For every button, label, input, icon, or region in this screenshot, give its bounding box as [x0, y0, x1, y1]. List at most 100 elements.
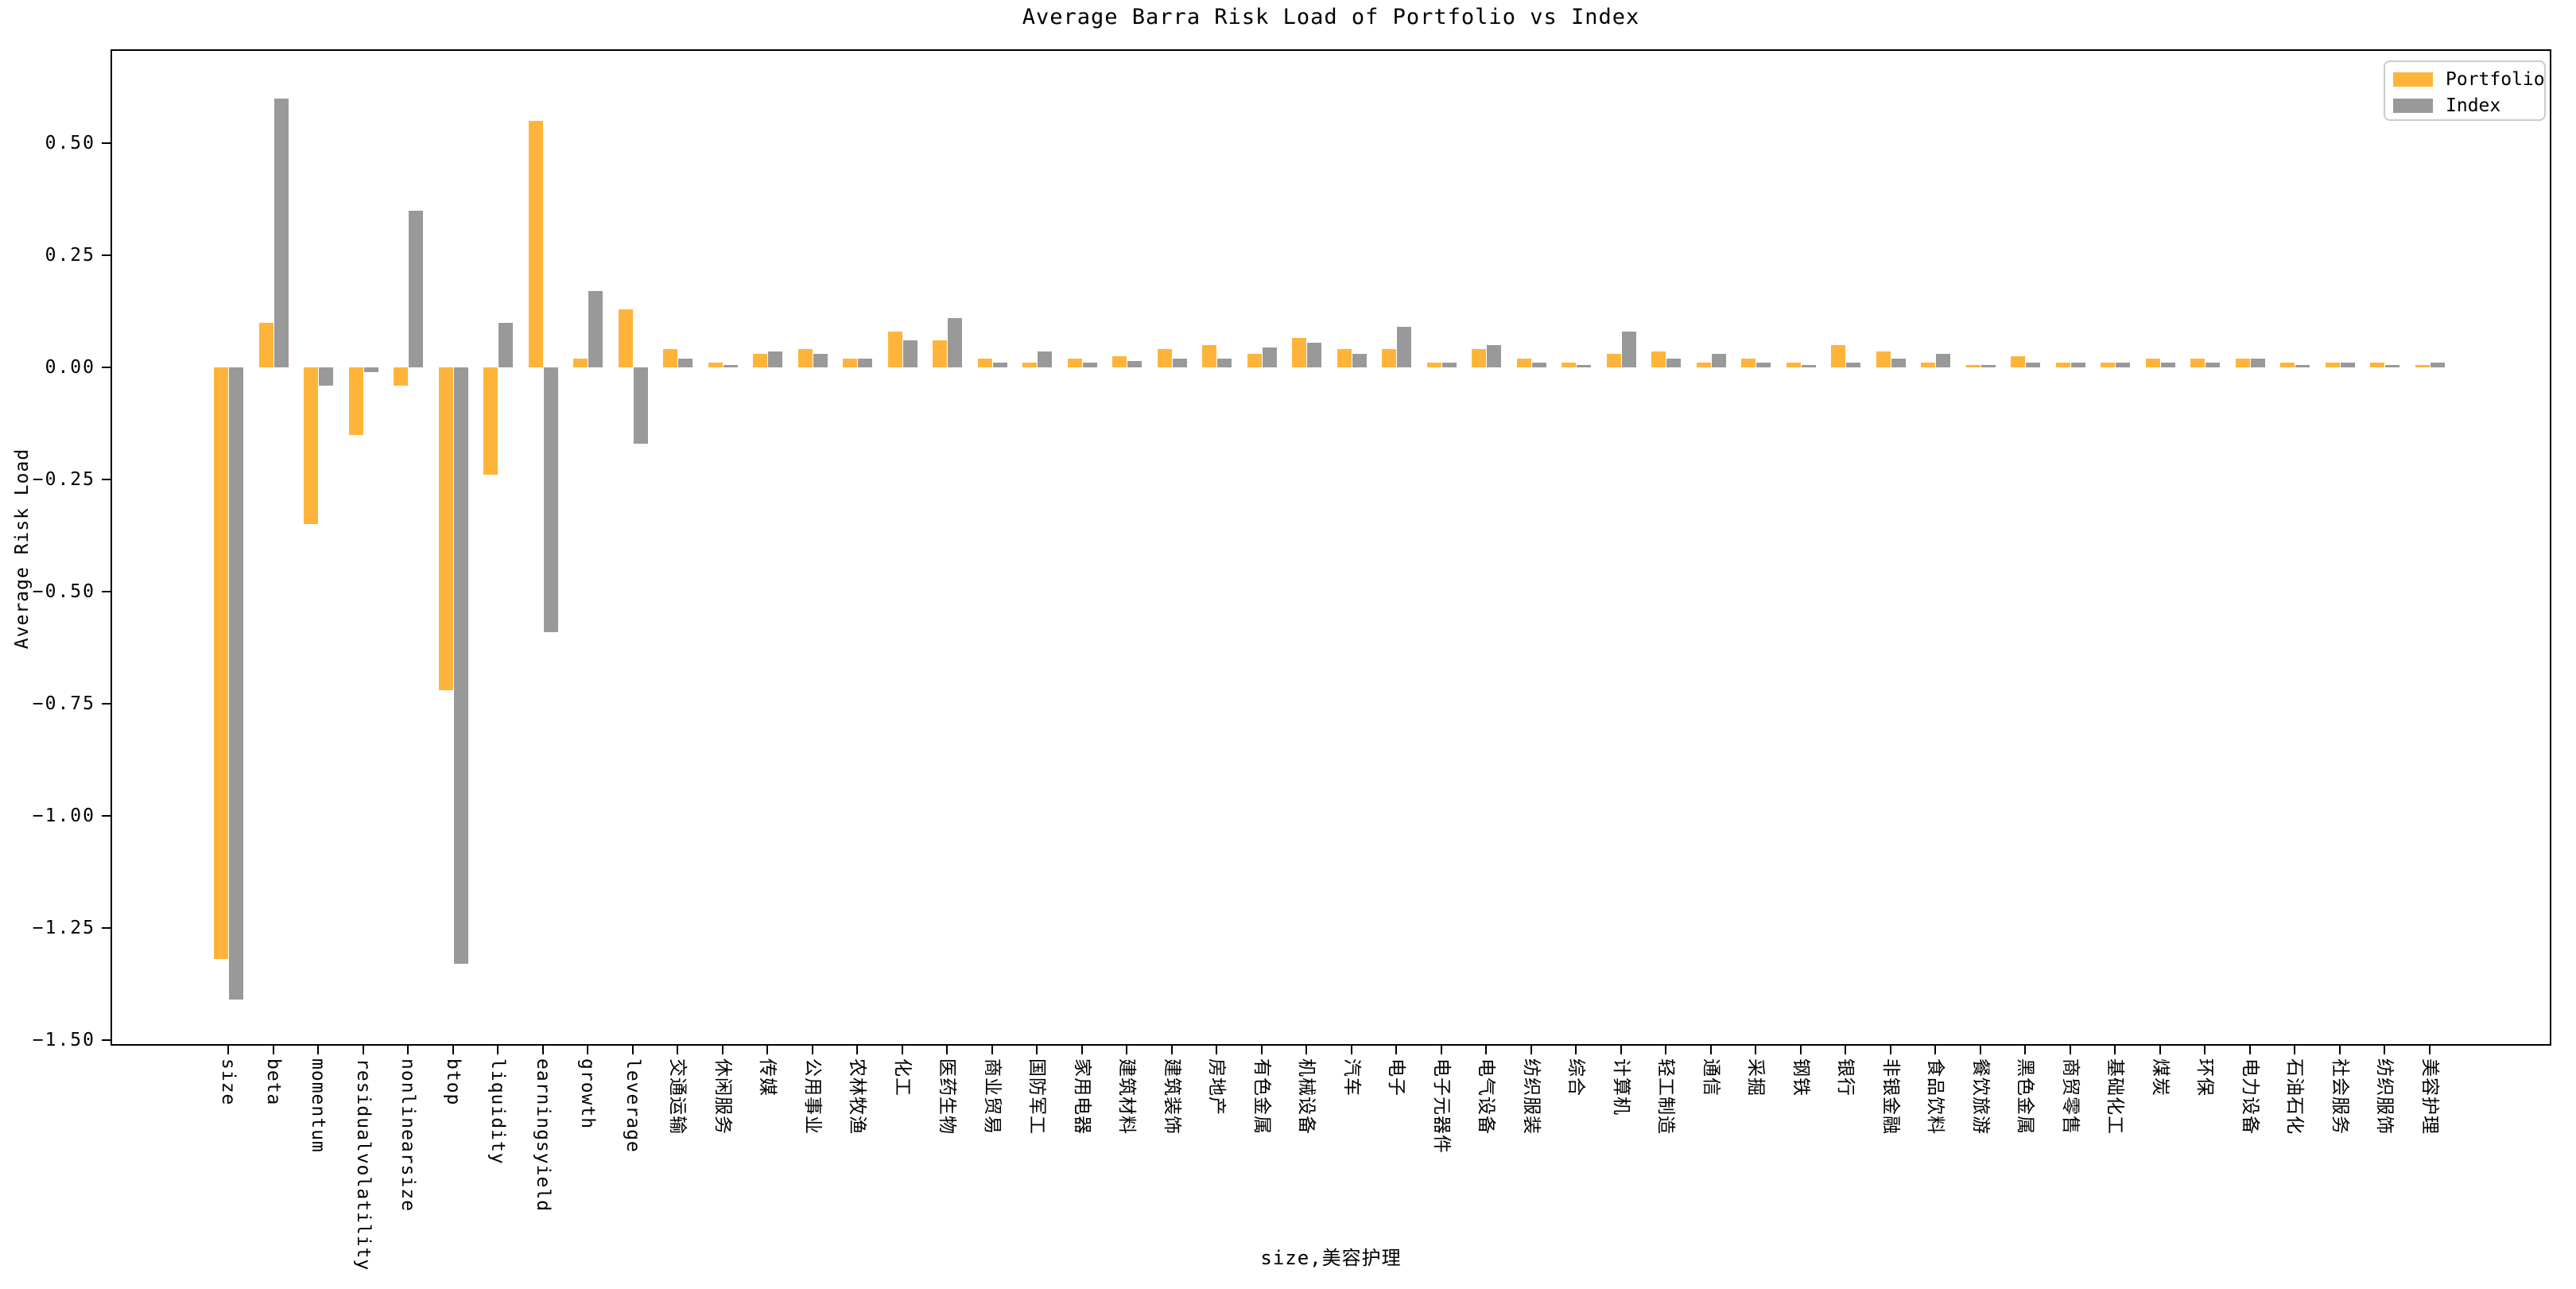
x-tick-mark [541, 1046, 544, 1054]
x-tick-mark [1755, 1046, 1756, 1054]
y-tick-mark [102, 142, 111, 144]
index-bar-49 [2385, 365, 2399, 367]
portfolio-bar-12 [708, 363, 723, 367]
index-bar-47 [2295, 365, 2310, 367]
x-tick-mark [1845, 1046, 1846, 1054]
x-tick-mark [452, 1046, 454, 1054]
x-tick-mark [677, 1046, 678, 1054]
index-bar-10 [633, 367, 648, 444]
x-tick-mark [1440, 1046, 1442, 1054]
portfolio-bar-22 [1157, 349, 1172, 367]
y-tick-label: −1.00 [32, 806, 95, 826]
x-tick-mark [1395, 1046, 1397, 1054]
x-tick-mark [1665, 1046, 1666, 1054]
portfolio-bar-17 [933, 340, 947, 367]
y-axis-label: Average Risk Load [12, 448, 33, 650]
portfolio-bar-34 [1696, 363, 1711, 367]
portfolio-bar-9 [573, 358, 588, 367]
x-tick-mark [2159, 1046, 2161, 1054]
y-tick-mark [102, 703, 111, 705]
x-tick-mark [721, 1046, 724, 1054]
index-bar-20 [1082, 363, 1097, 367]
x-tick-mark [272, 1046, 274, 1054]
y-tick-mark [102, 367, 111, 368]
plot-area [111, 49, 2551, 1046]
index-bar-24 [1262, 347, 1277, 367]
portfolio-bar-39 [1921, 363, 1935, 367]
x-tick-mark [2248, 1046, 2251, 1054]
x-tick-mark [362, 1046, 364, 1054]
x-tick-mark [1979, 1046, 1981, 1054]
x-tick-mark [1485, 1046, 1487, 1054]
x-tick-mark [2384, 1046, 2385, 1054]
x-tick-mark [2069, 1046, 2071, 1054]
index-bar-5 [409, 210, 423, 367]
x-tick-mark [811, 1046, 813, 1054]
x-axis-label: size,美容护理 [1260, 1247, 1402, 1269]
portfolio-bar-14 [797, 349, 813, 367]
portfolio-bar-27 [1382, 349, 1396, 367]
x-tick-mark [1080, 1046, 1083, 1054]
legend-item-portfolio: Portfolio [2393, 69, 2545, 90]
portfolio-bar-50 [2415, 365, 2430, 367]
x-tick-mark [1934, 1046, 1936, 1054]
index-bar-45 [2206, 363, 2220, 367]
index-bar-9 [588, 291, 603, 367]
index-bar-2 [274, 98, 289, 367]
y-tick-label: −0.25 [32, 469, 95, 490]
portfolio-bar-48 [2325, 363, 2340, 367]
x-tick-mark [2204, 1046, 2206, 1054]
index-bar-16 [902, 340, 918, 367]
portfolio-bar-8 [528, 120, 543, 367]
index-bar-29 [1487, 344, 1501, 367]
y-tick-mark [102, 479, 111, 480]
x-tick-mark [1260, 1046, 1263, 1054]
x-tick-mark [946, 1046, 948, 1054]
portfolio-bar-4 [348, 367, 363, 435]
x-tick-mark [227, 1046, 229, 1054]
index-bar-1 [229, 367, 243, 1000]
legend-label-portfolio: Portfolio [2446, 69, 2545, 90]
x-tick-mark [1530, 1046, 1532, 1054]
x-tick-mark [2294, 1046, 2295, 1054]
portfolio-bar-13 [753, 354, 767, 367]
x-tick-mark [1216, 1046, 1217, 1054]
index-bar-36 [1801, 365, 1816, 367]
index-bar-23 [1217, 358, 1232, 367]
portfolio-bar-35 [1741, 358, 1755, 367]
portfolio-bar-33 [1651, 351, 1666, 367]
y-tick-label: −0.75 [32, 693, 95, 714]
portfolio-bar-42 [2055, 363, 2070, 367]
legend-label-index: Index [2446, 95, 2501, 116]
portfolio-bar-36 [1786, 363, 1801, 367]
x-tick-mark [407, 1046, 409, 1054]
portfolio-bar-30 [1516, 358, 1531, 367]
index-bar-40 [1980, 365, 1996, 367]
x-tick-mark [766, 1046, 768, 1054]
y-tick-label: 0.50 [45, 133, 95, 153]
portfolio-bar-26 [1336, 349, 1352, 367]
portfolio-bar-15 [843, 358, 857, 367]
index-bar-3 [319, 367, 333, 386]
index-bar-26 [1352, 354, 1367, 367]
index-bar-8 [543, 367, 558, 632]
portfolio-bar-3 [304, 367, 318, 525]
y-tick-mark [102, 254, 111, 256]
legend-swatch-portfolio-icon [2393, 72, 2433, 87]
index-bar-6 [453, 367, 468, 965]
x-tick-mark [1350, 1046, 1352, 1054]
index-bar-7 [499, 322, 513, 367]
x-tick-mark [2338, 1046, 2341, 1054]
x-tick-mark [1036, 1046, 1038, 1054]
portfolio-bar-25 [1292, 338, 1306, 367]
index-bar-31 [1577, 365, 1591, 367]
portfolio-bar-7 [483, 367, 498, 476]
legend-item-index: Index [2393, 95, 2500, 116]
portfolio-bar-47 [2280, 363, 2295, 367]
index-bar-37 [1846, 363, 1860, 367]
x-tick-mark [317, 1046, 319, 1054]
portfolio-bar-37 [1831, 344, 1845, 367]
index-bar-28 [1441, 363, 1457, 367]
portfolio-bar-46 [2235, 358, 2250, 367]
index-bar-38 [1891, 358, 1906, 367]
